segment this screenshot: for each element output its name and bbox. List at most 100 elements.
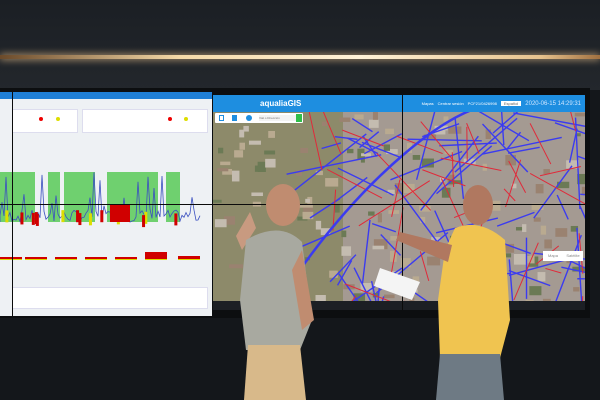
block xyxy=(421,158,434,168)
sewer-line xyxy=(376,152,432,211)
block xyxy=(347,148,354,154)
gis-header: aqualiaGIS Mapas Centrar sesión PCF21/04… xyxy=(213,95,585,112)
water-main xyxy=(347,137,379,155)
block xyxy=(341,230,347,238)
bar xyxy=(55,257,77,259)
block xyxy=(570,225,579,232)
block xyxy=(302,211,314,220)
water-main xyxy=(481,123,529,173)
red-fill xyxy=(76,210,80,223)
block xyxy=(523,255,535,264)
block xyxy=(566,160,579,169)
block xyxy=(368,119,379,128)
block xyxy=(423,134,437,140)
map-toolbar xyxy=(215,113,303,123)
block xyxy=(390,236,400,241)
block xyxy=(485,129,491,139)
water-main xyxy=(286,154,382,175)
water-main xyxy=(482,136,562,155)
search-icon[interactable] xyxy=(296,114,302,122)
sewer-line xyxy=(344,283,398,305)
water-main xyxy=(359,131,380,149)
block xyxy=(243,125,249,132)
sewer-line xyxy=(420,121,455,162)
bar xyxy=(0,257,22,259)
bar xyxy=(115,257,137,259)
block xyxy=(412,154,421,160)
block xyxy=(303,207,313,212)
taskbar xyxy=(213,301,585,310)
bar-summary xyxy=(0,252,200,260)
info-icon[interactable] xyxy=(246,115,252,121)
bar-base xyxy=(115,259,137,260)
block xyxy=(368,211,375,216)
block xyxy=(448,126,462,134)
block xyxy=(389,250,397,262)
block xyxy=(315,170,323,176)
block xyxy=(581,186,585,195)
water-main xyxy=(552,234,582,310)
block xyxy=(544,239,552,249)
screen-seam xyxy=(12,92,13,316)
sewer-line xyxy=(419,251,430,282)
ceiling xyxy=(0,0,600,90)
sewer-line xyxy=(306,101,323,171)
search-input[interactable] xyxy=(259,115,296,121)
block xyxy=(394,183,404,194)
bar xyxy=(178,256,200,259)
water-main xyxy=(291,133,367,193)
map-type-satellite[interactable]: Satélite xyxy=(566,253,580,258)
menu-center-session[interactable]: Centrar sesión xyxy=(437,101,464,106)
map-type-map[interactable]: Mapa xyxy=(547,253,558,258)
block xyxy=(239,129,245,138)
bar xyxy=(85,257,107,259)
summary-card xyxy=(82,109,208,133)
red-fill xyxy=(31,212,35,225)
sewer-line xyxy=(342,129,384,147)
water-main xyxy=(513,112,585,127)
series-line xyxy=(0,172,201,223)
water-main xyxy=(508,259,514,310)
block xyxy=(441,187,451,198)
block xyxy=(254,165,260,172)
block xyxy=(354,114,364,120)
water-main xyxy=(336,260,353,286)
red-fill xyxy=(174,213,178,226)
block xyxy=(503,244,510,253)
block xyxy=(361,153,371,157)
sewer-line xyxy=(422,169,466,187)
app-logo: aqualiaGIS xyxy=(260,99,302,108)
water-main xyxy=(380,234,402,256)
water-main xyxy=(568,128,578,163)
red-fill xyxy=(144,211,148,224)
water-main xyxy=(371,222,397,233)
red-fill xyxy=(78,213,82,226)
block xyxy=(248,140,261,145)
water-main xyxy=(454,117,465,200)
menu-maps[interactable]: Mapas xyxy=(421,101,434,106)
block xyxy=(223,216,235,225)
block xyxy=(299,204,313,208)
block xyxy=(387,189,396,194)
language-select[interactable]: Español xyxy=(500,101,522,106)
red-fill xyxy=(34,212,38,225)
block xyxy=(575,133,581,137)
block xyxy=(543,169,550,175)
block xyxy=(257,161,266,172)
block xyxy=(315,220,322,230)
block xyxy=(320,228,331,236)
layers-icon[interactable] xyxy=(219,115,224,121)
block xyxy=(509,243,515,253)
calendar-icon[interactable] xyxy=(232,115,237,121)
water-main xyxy=(361,219,371,284)
sewer-line xyxy=(326,169,383,199)
block xyxy=(268,130,275,138)
block xyxy=(463,158,476,165)
menu-user[interactable]: PCF21/0426998 xyxy=(467,101,497,106)
block xyxy=(486,200,501,211)
water-main xyxy=(577,155,585,160)
block xyxy=(377,213,383,223)
water-main xyxy=(351,117,373,133)
block xyxy=(325,178,339,187)
